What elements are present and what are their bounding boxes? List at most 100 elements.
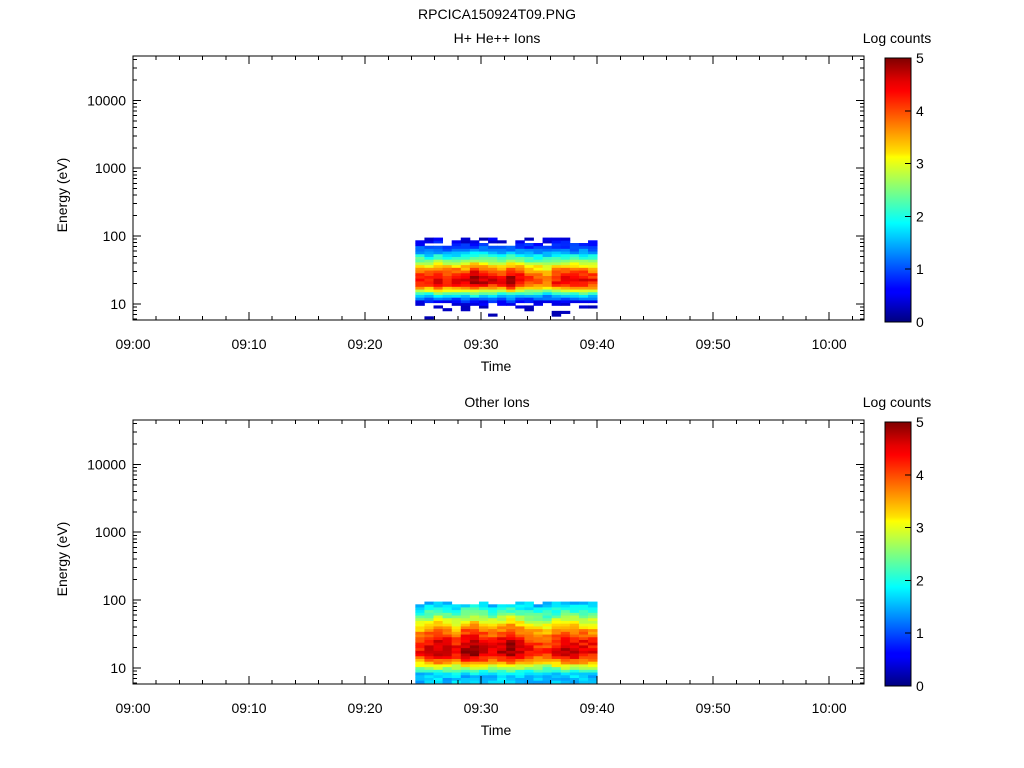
heatmap-cell	[578, 259, 589, 263]
heatmap-cell	[424, 281, 434, 285]
heatmap-cell	[551, 601, 562, 605]
heatmap-cell	[433, 655, 444, 659]
heatmap-cell	[433, 623, 444, 627]
heatmap-cell	[551, 302, 562, 306]
heatmap-cell	[478, 245, 489, 249]
heatmap-cell	[551, 300, 562, 304]
heatmap-cell	[460, 256, 471, 260]
heatmap-cell	[442, 253, 453, 257]
heatmap-cell	[560, 281, 571, 285]
heatmap-cell	[497, 297, 507, 301]
heatmap-cell	[488, 612, 498, 616]
heatmap-cell	[415, 609, 425, 613]
heatmap-cell	[497, 639, 507, 643]
heatmap-cell	[533, 612, 543, 616]
y-axis-ticks: 10 100 1000 10000	[87, 58, 864, 320]
heatmap-cell	[478, 636, 489, 640]
heatmap-cell	[424, 645, 434, 649]
heatmap-cell	[588, 601, 598, 605]
heatmap-cell	[424, 270, 434, 274]
heatmap-cell	[497, 636, 507, 640]
heatmap-cell	[497, 628, 507, 632]
heatmap-cell	[497, 653, 507, 657]
heatmap-cell	[569, 650, 580, 654]
heatmap-cell	[542, 240, 553, 244]
heatmap-cell	[488, 281, 498, 285]
heatmap-cell	[451, 245, 462, 249]
heatmap-cell	[442, 267, 453, 271]
heatmap-cell	[460, 626, 471, 630]
heatmap-cell	[433, 289, 444, 293]
heatmap-cell	[478, 283, 489, 287]
heatmap-cell	[569, 655, 580, 659]
heatmap-cell	[442, 658, 453, 662]
heatmap-cell	[542, 294, 553, 298]
heatmap-cell	[478, 661, 489, 665]
heatmap-cell	[460, 294, 471, 298]
heatmap-cell	[460, 623, 471, 627]
heatmap-cell	[497, 634, 507, 638]
heatmap-cell	[506, 677, 516, 681]
heatmap-cell	[460, 289, 471, 293]
heatmap-cell	[451, 620, 462, 624]
heatmap-cell	[460, 674, 471, 678]
heatmap-cell	[460, 300, 471, 304]
heatmap-cell	[569, 267, 580, 271]
heatmap-cell	[569, 672, 580, 676]
heatmap-cell	[424, 653, 434, 657]
heatmap-cell	[469, 272, 480, 276]
heatmap-cell	[478, 642, 489, 646]
heatmap-cell	[478, 626, 489, 630]
heatmap-cell	[478, 243, 489, 247]
heatmap-cell	[451, 647, 462, 651]
heatmap-cell	[433, 609, 444, 613]
heatmap-cell	[460, 251, 471, 255]
heatmap-cell	[415, 650, 425, 654]
heatmap-cell	[469, 294, 480, 298]
heatmap-cell	[569, 256, 580, 260]
heatmap-cell	[478, 264, 489, 268]
heatmap-cell	[533, 631, 543, 635]
heatmap-cell	[415, 647, 425, 651]
heatmap-cell	[533, 262, 543, 266]
heatmap-cell	[442, 634, 453, 638]
heatmap-cell	[478, 669, 489, 673]
heatmap-cell	[578, 267, 589, 271]
heatmap-cell	[460, 243, 471, 247]
heatmap-cell	[415, 620, 425, 624]
heatmap-cell	[451, 669, 462, 673]
heatmap-cell	[569, 647, 580, 651]
heatmap-cell	[533, 253, 543, 257]
heatmap-cell	[542, 272, 553, 276]
heatmap-cell	[515, 661, 525, 665]
heatmap-cell	[424, 294, 434, 298]
heatmap-cell	[578, 305, 589, 309]
heatmap-cell	[442, 294, 453, 298]
colorbar-label: Log counts	[863, 394, 932, 410]
heatmap-cell	[424, 259, 434, 263]
heatmap-cell	[460, 647, 471, 651]
heatmap-cell	[506, 259, 516, 263]
heatmap-cell	[542, 256, 553, 260]
heatmap-cell	[560, 680, 571, 684]
heatmap-cell	[478, 639, 489, 643]
heatmap-cell	[506, 634, 516, 638]
heatmap-cell	[578, 283, 589, 287]
heatmap-cell	[424, 631, 434, 635]
heatmap-cell	[588, 655, 598, 659]
heatmap-cell	[524, 658, 534, 662]
heatmap-cell	[497, 666, 507, 670]
x-axis-label: Time	[481, 722, 512, 738]
heatmap-cell	[478, 645, 489, 649]
heatmap-cell	[551, 281, 562, 285]
heatmap-cell	[497, 256, 507, 260]
heatmap-cell	[460, 302, 471, 306]
heatmap-cell	[497, 620, 507, 624]
heatmap-cell	[424, 642, 434, 646]
heatmap-cell	[551, 674, 562, 678]
heatmap-cell	[497, 302, 507, 306]
heatmap-cell	[569, 609, 580, 613]
heatmap-cell	[424, 639, 434, 643]
heatmap-cell	[442, 672, 453, 676]
heatmap-cell	[569, 664, 580, 668]
